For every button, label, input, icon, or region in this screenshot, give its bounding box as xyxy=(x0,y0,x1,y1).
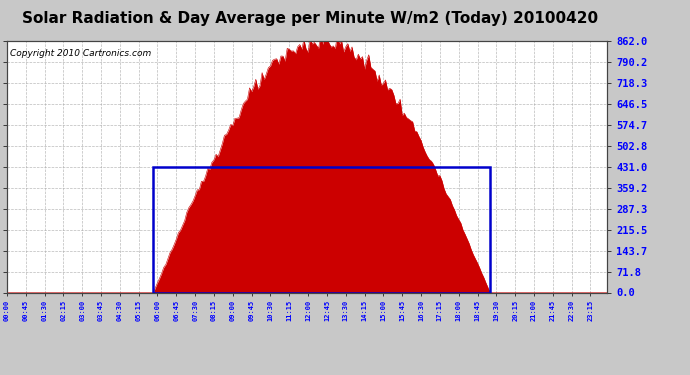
Text: Copyright 2010 Cartronics.com: Copyright 2010 Cartronics.com xyxy=(10,49,151,58)
Bar xyxy=(153,167,490,292)
Text: Solar Radiation & Day Average per Minute W/m2 (Today) 20100420: Solar Radiation & Day Average per Minute… xyxy=(23,11,598,26)
